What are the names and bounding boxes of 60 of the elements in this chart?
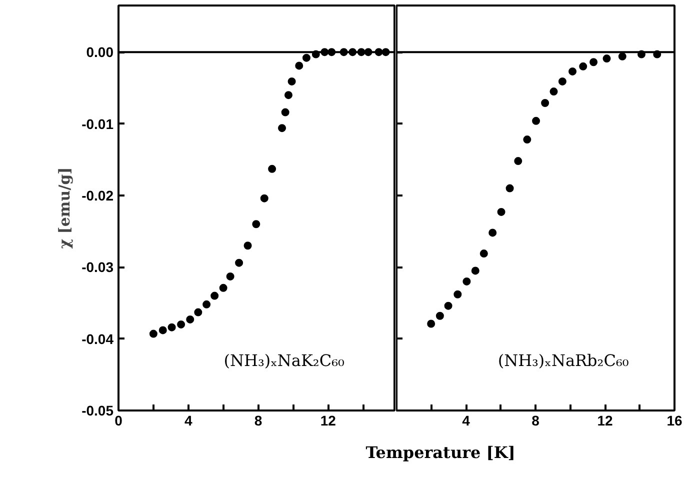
point — [541, 98, 550, 107]
point — [302, 54, 310, 62]
point — [618, 52, 626, 60]
point — [158, 326, 167, 334]
y-axis-title: χ [emu/g] — [56, 167, 74, 249]
x-tick-label: 12 — [597, 412, 613, 428]
annotation: (NH₃)ₓNaK₂C₆₀ — [224, 351, 344, 370]
point — [523, 136, 532, 144]
x-tick-label: 4 — [462, 412, 470, 428]
point — [602, 54, 611, 63]
point — [488, 228, 497, 237]
y-tick-label: -0.03 — [82, 259, 114, 276]
point — [532, 116, 540, 125]
point — [284, 91, 292, 100]
point — [168, 323, 176, 332]
y-tick-label: 0.00 — [86, 44, 114, 60]
y-tick-label: -0.04 — [82, 330, 114, 347]
x-tick-label: 8 — [532, 412, 540, 428]
point — [210, 292, 219, 300]
point — [260, 194, 268, 202]
x-tick-label: 8 — [254, 412, 262, 428]
annotation: (NH₃)ₓNaRb₂C₆₀ — [498, 351, 629, 370]
point — [202, 300, 211, 308]
point — [436, 312, 444, 320]
point — [568, 67, 577, 76]
y-tick-label: -0.02 — [82, 187, 114, 204]
x-tick-label: 4 — [184, 412, 192, 428]
point — [590, 58, 598, 66]
point — [252, 220, 260, 228]
point — [480, 250, 488, 258]
point — [454, 290, 462, 298]
point — [177, 320, 186, 328]
y-tick-label: -0.05 — [82, 402, 114, 418]
x-tick-label: 12 — [320, 412, 336, 428]
point — [149, 330, 158, 338]
point — [194, 308, 202, 316]
point — [288, 77, 296, 86]
point — [514, 157, 522, 166]
point — [550, 88, 558, 96]
point — [186, 315, 194, 324]
point — [497, 208, 506, 216]
point — [226, 272, 234, 280]
point — [281, 108, 290, 116]
point — [295, 62, 304, 70]
point — [219, 284, 228, 292]
x-tick-label: 16 — [666, 412, 682, 428]
x-axis-title: Temperature [K] — [366, 442, 516, 464]
point — [268, 164, 276, 173]
point — [278, 124, 286, 132]
point — [427, 320, 436, 328]
point — [444, 302, 452, 310]
point — [235, 258, 244, 267]
point — [558, 77, 566, 86]
point — [462, 277, 471, 286]
point — [506, 184, 514, 192]
point — [579, 62, 588, 70]
y-tick-label: -0.01 — [82, 116, 114, 132]
point — [244, 242, 252, 250]
x-tick-label: 0 — [114, 412, 123, 428]
point — [471, 266, 480, 275]
